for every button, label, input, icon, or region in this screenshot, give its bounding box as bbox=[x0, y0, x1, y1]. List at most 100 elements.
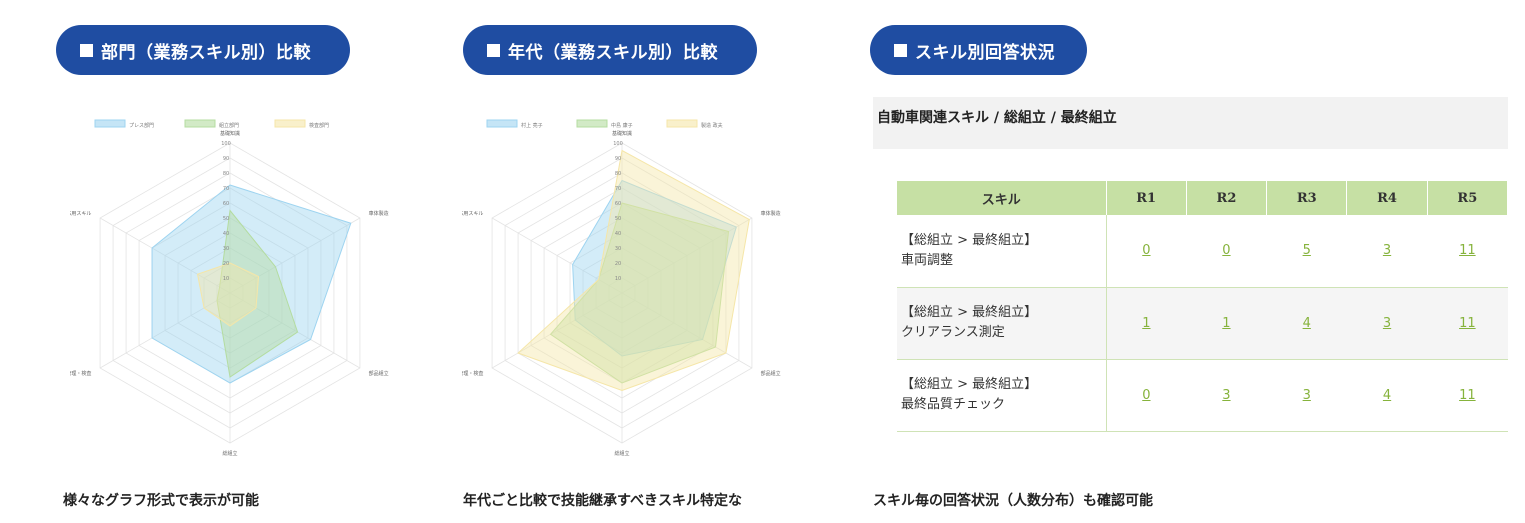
tick-label: 40 bbox=[223, 231, 229, 237]
axis-label: 品質管理・検査 bbox=[462, 370, 483, 377]
axis-label: 総組立 bbox=[614, 450, 629, 457]
grid-spoke bbox=[99, 217, 231, 294]
tick-label: 80 bbox=[615, 171, 621, 177]
count-link[interactable]: 0 bbox=[1142, 387, 1151, 403]
count-link[interactable]: 4 bbox=[1382, 387, 1392, 403]
legend-label: 村上 亮子 bbox=[521, 122, 543, 129]
col-header-r4: R4 bbox=[1346, 181, 1428, 215]
tick-label: 70 bbox=[223, 186, 229, 192]
dept-compare-title: 部門（業務スキル別）比較 bbox=[101, 42, 311, 63]
table-row: 【総組立 > 最終組立】 車両調整 0 0 5 3 11 bbox=[897, 215, 1508, 288]
tick-label: 70 bbox=[615, 186, 621, 192]
tick-label: 50 bbox=[223, 216, 229, 222]
series-0-area bbox=[151, 184, 352, 384]
axis-label: 応用スキル bbox=[70, 210, 91, 217]
legend-swatch[interactable] bbox=[486, 119, 518, 128]
tick-label: 90 bbox=[615, 156, 621, 162]
tick-label: 60 bbox=[223, 201, 229, 207]
count-link[interactable]: 3 bbox=[1302, 387, 1311, 403]
tick-label: 20 bbox=[223, 261, 229, 267]
table-row: 【総組立 > 最終組立】 最終品質チェック 0 3 3 4 11 bbox=[897, 359, 1508, 432]
legend-swatch[interactable] bbox=[666, 119, 698, 128]
count-link[interactable]: 11 bbox=[1459, 387, 1476, 403]
skill-response-table: スキル R1 R2 R3 R4 R5 【総組立 > 最終組立】 車両調整 0 0… bbox=[897, 181, 1509, 432]
skill-caption: スキル毎の回答状況（人数分布）も確認可能 bbox=[873, 493, 1153, 509]
legend-swatch[interactable] bbox=[274, 119, 306, 128]
tick-label: 10 bbox=[615, 276, 621, 282]
count-link[interactable]: 3 bbox=[1222, 387, 1231, 403]
count-link[interactable]: 11 bbox=[1459, 315, 1476, 331]
grid-spoke bbox=[229, 292, 361, 369]
legend-label: 検査部門 bbox=[309, 122, 329, 129]
col-header-r5: R5 bbox=[1427, 181, 1509, 215]
skill-name: 最終品質チェック bbox=[901, 397, 1006, 412]
col-header-r1: R1 bbox=[1106, 181, 1187, 215]
count-link[interactable]: 1 bbox=[1142, 315, 1151, 331]
skill-category-title: 自動車関連スキル / 総組立 / 最終組立 bbox=[873, 97, 1508, 149]
table-header-row: スキル R1 R2 R3 R4 R5 bbox=[897, 181, 1509, 215]
axis-label: 応用スキル bbox=[462, 210, 483, 217]
series-2-area bbox=[517, 149, 750, 392]
axis-label: 基礎知識 bbox=[220, 130, 240, 137]
age-caption: 年代ごと比較で技能継承すべきスキル特定な bbox=[463, 493, 743, 509]
tick-label: 50 bbox=[615, 216, 621, 222]
tick-label: 10 bbox=[223, 276, 229, 282]
grid-spoke bbox=[229, 217, 361, 294]
count-link[interactable]: 4 bbox=[1302, 315, 1311, 331]
axis-label: 部品組立 bbox=[369, 370, 389, 377]
square-icon bbox=[487, 43, 500, 57]
skill-path: 【総組立 > 最終組立】 bbox=[901, 305, 1038, 320]
square-icon bbox=[80, 43, 93, 57]
count-link[interactable]: 3 bbox=[1382, 243, 1392, 259]
count-link[interactable]: 0 bbox=[1222, 243, 1231, 259]
legend-label: 製造 政夫 bbox=[701, 122, 723, 129]
dept-caption: 様々なグラフ形式で表示が可能 bbox=[63, 493, 259, 509]
legend-label: プレス部門 bbox=[129, 122, 154, 129]
tick-label: 100 bbox=[613, 141, 623, 147]
count-link[interactable]: 3 bbox=[1382, 315, 1392, 331]
tick-label: 80 bbox=[223, 171, 229, 177]
skill-name: クリアランス測定 bbox=[901, 325, 1005, 340]
tick-label: 30 bbox=[615, 246, 621, 252]
skill-path: 【総組立 > 最終組立】 bbox=[901, 232, 1038, 248]
count-link[interactable]: 1 bbox=[1222, 315, 1231, 331]
skill-cell: 【総組立 > 最終組立】 最終品質チェック bbox=[897, 359, 1107, 432]
skill-name: 車両調整 bbox=[901, 252, 954, 268]
age-compare-title: 年代（業務スキル別）比較 bbox=[508, 42, 718, 63]
legend-swatch[interactable] bbox=[576, 119, 608, 128]
legend-swatch[interactable] bbox=[94, 119, 126, 128]
col-header-skill: スキル bbox=[897, 181, 1107, 215]
axis-label: 総組立 bbox=[222, 450, 237, 457]
grid-spoke bbox=[491, 217, 623, 294]
skill-path: 【総組立 > 最終組立】 bbox=[901, 377, 1038, 392]
grid-spoke bbox=[491, 292, 623, 369]
count-link[interactable]: 11 bbox=[1459, 243, 1476, 259]
grid-spoke bbox=[99, 292, 231, 369]
tick-label: 20 bbox=[615, 261, 621, 267]
tick-label: 30 bbox=[223, 246, 229, 252]
dept-compare-pill: 部門（業務スキル別）比較 bbox=[56, 25, 350, 75]
dept-radar-chart: プレス部門 組立部門 検査部門 10 20 30 40 50 60 70 80 90 100 基礎知識車体… bbox=[70, 119, 389, 457]
tick-label: 60 bbox=[615, 201, 621, 207]
skill-cell: 【総組立 > 最終組立】 クリアランス測定 bbox=[897, 287, 1107, 360]
grid-spoke bbox=[621, 217, 753, 294]
series-2-area bbox=[196, 262, 260, 327]
table-row: 【総組立 > 最終組立】 クリアランス測定 1 1 4 3 11 bbox=[897, 287, 1508, 360]
count-link[interactable]: 5 bbox=[1302, 243, 1311, 259]
series-0-area bbox=[572, 179, 737, 357]
axis-label: 基礎知識 bbox=[612, 130, 632, 137]
age-radar-chart: 村上 亮子 中島 康子 製造 政夫 10 20 30 40 50 60 70 80 90 100 基礎知識… bbox=[462, 119, 781, 457]
legend-label: 組立部門 bbox=[219, 122, 239, 129]
axis-label: 品質管理・検査 bbox=[70, 370, 91, 377]
skill-status-title: スキル別回答状況 bbox=[915, 42, 1055, 63]
grid-spoke bbox=[621, 292, 753, 369]
skill-status-pill: スキル別回答状況 bbox=[870, 25, 1087, 75]
tick-label: 40 bbox=[615, 231, 621, 237]
col-header-r3: R3 bbox=[1266, 181, 1348, 215]
axis-label: 部品組立 bbox=[761, 370, 781, 377]
skill-cell: 【総組立 > 最終組立】 車両調整 bbox=[897, 215, 1107, 288]
legend-swatch[interactable] bbox=[184, 119, 216, 128]
count-link[interactable]: 0 bbox=[1142, 243, 1151, 259]
tick-label: 90 bbox=[223, 156, 229, 162]
tick-label: 100 bbox=[221, 141, 231, 147]
